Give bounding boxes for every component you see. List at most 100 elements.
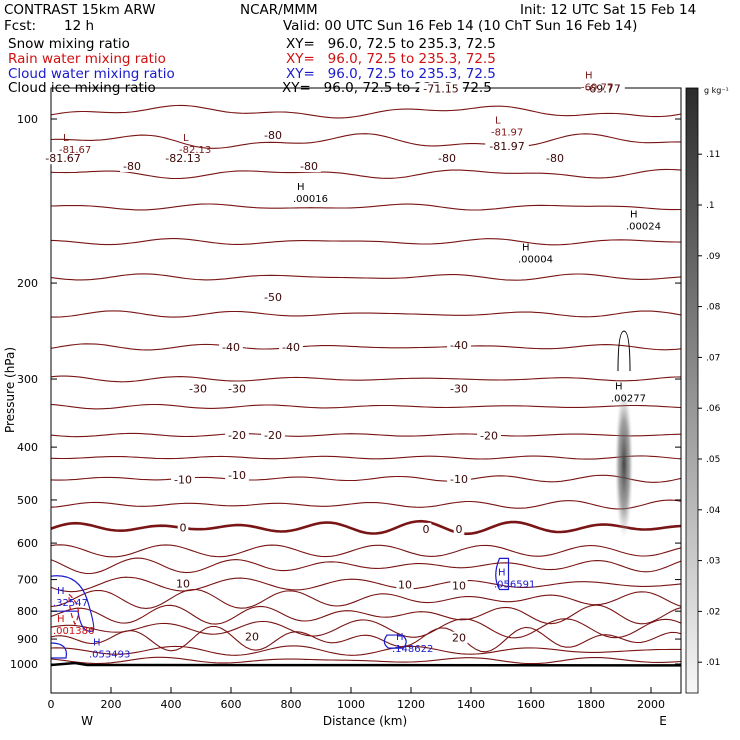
org-label: NCAR/MMM xyxy=(240,2,318,18)
isotherm-8 xyxy=(51,310,681,318)
extrema-labels: L-81.67L-82.13L-81.97H-69.77H.00016H.000… xyxy=(53,70,661,660)
isotherm-label-27: 10 xyxy=(398,578,412,591)
isotherm-label-bg-26 xyxy=(174,577,192,590)
colorbar-tick-label-5: .06 xyxy=(706,404,721,414)
y-tick-label-3: 400 xyxy=(17,441,38,454)
isotherm-label-0: -80 xyxy=(123,160,141,173)
extremum-marker-5: H xyxy=(522,242,530,253)
extremum-marker-4: H xyxy=(297,182,305,193)
isotherm-11 xyxy=(51,403,681,410)
isotherm-label-bg-17 xyxy=(225,428,249,441)
isotherm-19 xyxy=(51,576,681,593)
cloud-water-contour-east xyxy=(495,557,510,591)
isotherm-label-bg-12 xyxy=(279,340,303,353)
isotherm-22 xyxy=(51,618,681,639)
y-tick-label-8: 900 xyxy=(17,633,38,646)
y-tick-label-6: 700 xyxy=(17,574,38,587)
colorbar-unit: g kg⁻¹ xyxy=(704,86,729,95)
colorbar-tick-label-2: .03 xyxy=(706,557,720,567)
terrain-line xyxy=(51,661,681,667)
isotherm-14 xyxy=(51,474,681,483)
isotherm-label-bg-22 xyxy=(447,473,471,486)
isotherm-label-bg-10 xyxy=(261,290,285,303)
isotherm-label-bg-29 xyxy=(243,630,261,643)
cloud-water-contour-center xyxy=(383,634,407,649)
extremum-value-1: -82.13 xyxy=(179,145,211,156)
extremum-marker-7: H xyxy=(615,381,623,392)
colorbar-tick-label-9: .1 xyxy=(706,201,715,211)
y-tick-label-7: 800 xyxy=(17,605,38,618)
isotherm-20 xyxy=(51,588,681,609)
isotherm-label-10: -50 xyxy=(264,291,282,304)
fcst-value: 12 h xyxy=(64,18,95,34)
isotherm-16 xyxy=(51,519,681,536)
extremum-value-12: .148622 xyxy=(392,644,433,655)
extremum-value-4: .00016 xyxy=(293,194,328,205)
isotherm-25 xyxy=(51,656,681,665)
field-xy-cloud-water: XY= 96.0, 72.5 to 235.3, 72.5 xyxy=(286,66,496,82)
isotherm-label-6: -69.77 xyxy=(585,83,620,96)
isotherm-label-16: -30 xyxy=(450,382,468,395)
extremum-marker-2: L xyxy=(495,115,501,126)
extremum-value-11: .053493 xyxy=(89,650,130,661)
field-name-rain: Rain water mixing ratio xyxy=(8,51,166,67)
isotherm-label-15: -30 xyxy=(228,382,246,395)
isotherm-6 xyxy=(51,238,681,246)
isotherm-label-8: -82.13 xyxy=(165,152,200,165)
isotherm-label-28: 10 xyxy=(452,579,466,592)
y-tick-label-1: 200 xyxy=(17,277,38,290)
isotherm-label-bg-1 xyxy=(261,129,285,142)
y-tick-label-0: 100 xyxy=(17,113,38,126)
isotherm-label-30: 20 xyxy=(452,632,466,645)
extremum-value-6: .00024 xyxy=(626,222,661,233)
isotherm-23 xyxy=(51,625,681,653)
extremum-marker-12: H xyxy=(396,632,404,643)
x-tick-label-0: 0 xyxy=(48,698,55,711)
x-tick-label-3: 600 xyxy=(221,698,242,711)
colorbar-tick-label-8: .09 xyxy=(706,252,721,262)
isotherm-label-2: -80 xyxy=(300,160,318,173)
isotherm-label-bg-30 xyxy=(450,631,468,644)
cloud-water-contour-west xyxy=(51,575,95,632)
temperature-contours xyxy=(51,104,681,667)
isotherm-5 xyxy=(51,203,681,211)
isotherm-label-11: -40 xyxy=(222,341,240,354)
field-name-snow: Snow mixing ratio xyxy=(8,36,130,52)
colorbar-tick-label-10: .11 xyxy=(706,150,720,160)
x-tick-label-7: 1400 xyxy=(457,698,485,711)
y-axis-label: Pressure (hPa) xyxy=(3,347,17,433)
rain-water-contour xyxy=(68,593,79,626)
isotherm-4 xyxy=(51,168,681,180)
field-xy-snow: XY= 96.0, 72.5 to 235.3, 72.5 xyxy=(286,36,496,52)
isotherm-label-bg-5 xyxy=(419,82,463,95)
isotherm-label-14: -30 xyxy=(189,382,207,395)
isotherm-label-bg-23 xyxy=(177,521,189,534)
isotherm-label-9: -81.97 xyxy=(489,140,524,153)
cloud-water-contour-southwest xyxy=(51,642,68,659)
isotherm-label-bg-15 xyxy=(225,382,249,395)
extremum-value-2: -81.97 xyxy=(491,127,523,138)
isotherm-label-bg-18 xyxy=(261,428,285,441)
isotherm-label-bg-3 xyxy=(435,152,459,165)
x-tick-label-6: 1200 xyxy=(397,698,425,711)
cloud-ice-contour xyxy=(617,330,631,372)
extremum-value-5: .00004 xyxy=(518,254,553,265)
east-label: E xyxy=(659,714,667,728)
extremum-value-3: -69.77 xyxy=(581,82,613,93)
isotherm-label-bg-0 xyxy=(120,160,144,173)
isotherm-18 xyxy=(51,557,681,575)
model-title: CONTRAST 15km ARW xyxy=(4,2,156,18)
isotherm-label-bg-2 xyxy=(297,160,321,173)
extremum-value-7: .00277 xyxy=(611,393,646,404)
isotherm-15 xyxy=(51,499,681,510)
x-tick-label-2: 400 xyxy=(161,698,182,711)
extremum-marker-0: L xyxy=(63,133,69,144)
extremum-value-8: .056591 xyxy=(494,579,535,590)
plot-frame xyxy=(50,87,682,694)
x-axis-label: Distance (km) xyxy=(323,714,407,728)
x-tick-label-8: 1600 xyxy=(517,698,545,711)
isotherm-label-bg-27 xyxy=(396,578,414,591)
valid-time: Valid: 00 UTC Sun 16 Feb 14 (10 ChT Sun … xyxy=(283,18,638,34)
x-tick-label-5: 1000 xyxy=(337,698,365,711)
